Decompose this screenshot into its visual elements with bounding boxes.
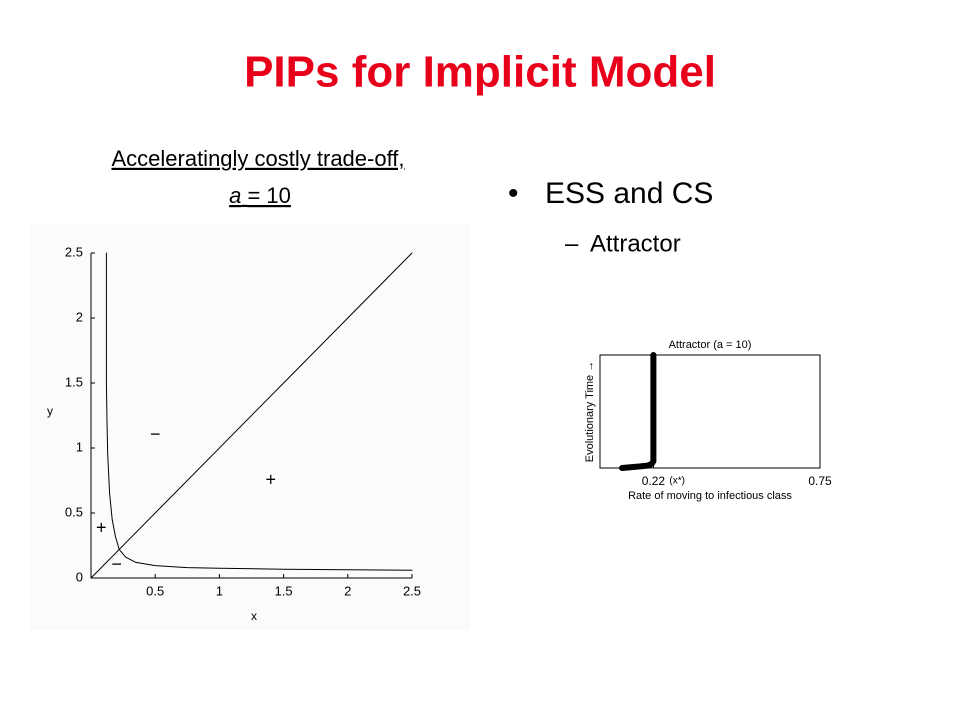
x-tick-label: 1 xyxy=(216,583,223,598)
caption-variable: a xyxy=(229,183,241,208)
x-tick-label: 0.5 xyxy=(146,583,164,598)
x-tick-label: 2.5 xyxy=(403,583,421,598)
caption: Acceleratingly costly trade-off, xyxy=(111,146,404,171)
y-tick-label: 1.5 xyxy=(65,374,83,389)
x-tick-label: 2 xyxy=(344,583,351,598)
y-tick-label: 2.5 xyxy=(65,244,83,259)
caption-rest: = 10 xyxy=(247,183,290,208)
line xyxy=(90,252,413,579)
x-axis-label: x xyxy=(251,609,257,623)
region-sign: − xyxy=(150,424,161,444)
plot-frame xyxy=(599,354,821,469)
region-sign: + xyxy=(96,517,107,537)
line xyxy=(619,352,657,471)
y-axis-label: Evolutionary Time → xyxy=(584,361,596,462)
pip-panel xyxy=(30,225,470,630)
x-tick-label: 1.5 xyxy=(275,583,293,598)
line xyxy=(105,252,413,571)
x-tick-note: (x*) xyxy=(669,476,685,487)
bullet-dot: • xyxy=(508,177,519,210)
bullet: ESS and CS xyxy=(545,177,713,210)
y-tick-label: 0.5 xyxy=(65,504,83,519)
region-sign: − xyxy=(111,554,122,574)
chart-title: Attractor (a = 10) xyxy=(669,339,752,351)
y-tick-label: 2 xyxy=(76,309,83,324)
sub-dash: – xyxy=(565,230,579,257)
region-sign: + xyxy=(266,469,277,489)
sub-bullet: Attractor xyxy=(590,230,681,257)
y-tick-label: 0 xyxy=(76,569,83,584)
x-axis-label: Rate of moving to infectious class xyxy=(628,490,792,502)
slide-title: PIPs for Implicit Model xyxy=(244,48,716,97)
x-tick-label: 0.75 xyxy=(808,474,832,488)
x-tick-label: 0.22 xyxy=(642,474,666,488)
caption: a = 10 xyxy=(229,183,291,208)
y-tick-label: 1 xyxy=(76,439,83,454)
y-axis-label: y xyxy=(47,404,53,418)
